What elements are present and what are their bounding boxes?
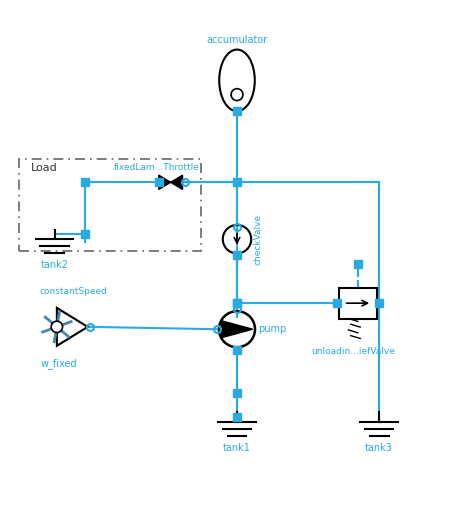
Polygon shape <box>221 321 253 338</box>
Circle shape <box>51 321 63 332</box>
Text: fixedLam...Throttle: fixedLam...Throttle <box>113 163 200 172</box>
Text: tank1: tank1 <box>223 443 251 453</box>
Text: pump: pump <box>258 324 287 334</box>
Text: unloadin...iefValve: unloadin...iefValve <box>311 347 395 356</box>
Bar <box>339 288 377 318</box>
Text: constantSpeed: constantSpeed <box>39 287 108 296</box>
Text: Load: Load <box>31 163 57 173</box>
Text: tank2: tank2 <box>40 260 69 270</box>
Text: tank3: tank3 <box>365 443 393 453</box>
Text: checkValve: checkValve <box>254 214 263 265</box>
Text: w_fixed: w_fixed <box>41 358 78 368</box>
Polygon shape <box>171 175 182 190</box>
Polygon shape <box>159 175 171 190</box>
Text: accumulator: accumulator <box>206 35 268 45</box>
